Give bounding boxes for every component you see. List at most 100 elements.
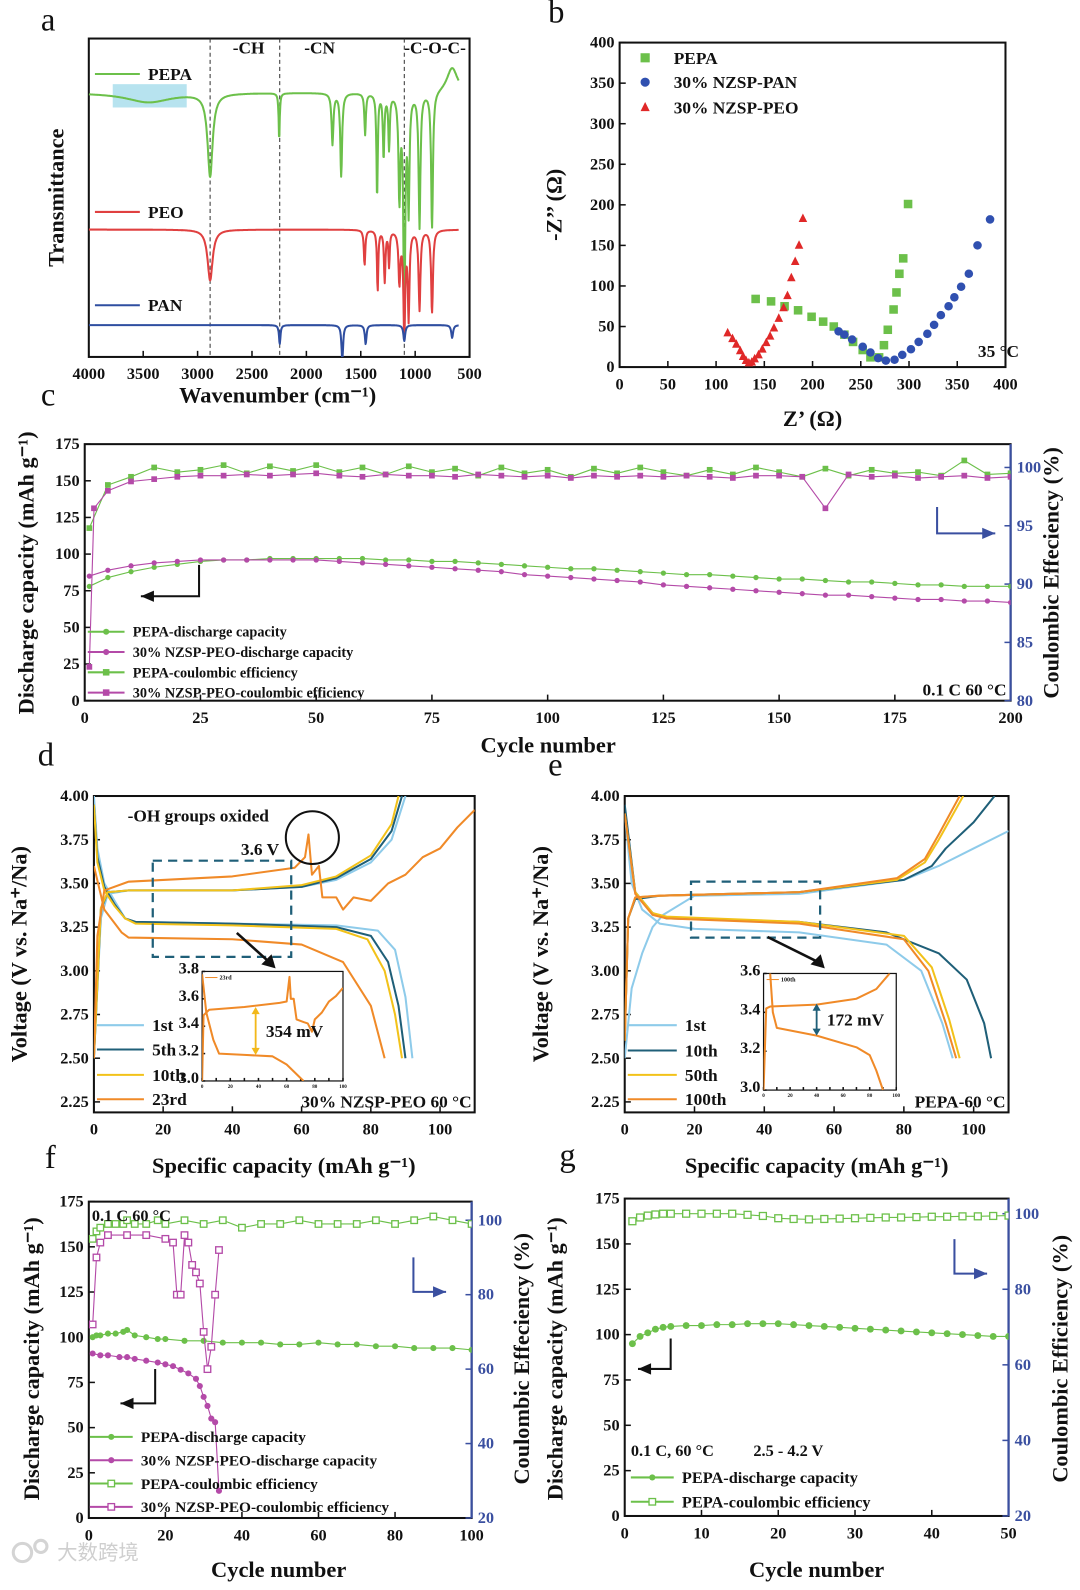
data-point [352, 1220, 361, 1228]
data-point [896, 1213, 906, 1222]
y-tick-label: 25 [603, 1462, 619, 1480]
x-tick-label: 2500 [236, 365, 269, 383]
data-point [713, 1321, 721, 1329]
data-point [405, 472, 412, 479]
x-axis-label: Specific capacity (mAh g⁻¹) [685, 1153, 949, 1178]
watermark-circle [33, 1538, 49, 1555]
legend-item: 30% NZSP-PEO-discharge capacity [87, 645, 354, 661]
legend-marker [640, 77, 650, 87]
data-point [682, 1209, 691, 1218]
y-tick-label: 2.25 [60, 1093, 89, 1111]
legend-label: PAN [148, 296, 183, 315]
data-point [873, 353, 883, 363]
y-tick-label: 350 [590, 74, 614, 92]
legend-item: 30% NZSP-PEO-discharge capacity [89, 1453, 378, 1470]
data-point [753, 464, 759, 471]
data-point [467, 1220, 472, 1228]
legend-marker [640, 102, 650, 112]
series-line [92, 1234, 220, 1370]
axis-pointer-arrow [120, 1368, 157, 1405]
y-tick-label: 100 [590, 277, 614, 295]
x-tick-label: 40 [924, 1524, 940, 1542]
annotation: -CN [304, 39, 335, 58]
x-tick-label: 20 [770, 1524, 786, 1542]
y2-tick-label: 80 [1015, 1280, 1031, 1298]
y2-tick-label: 95 [1017, 517, 1033, 535]
y-tick-label: 125 [59, 1283, 83, 1301]
legend-item: 30% NZSP-PEO [640, 99, 798, 118]
legend-label: PEPA [674, 49, 719, 68]
data-point [151, 564, 157, 570]
x-tick-label: 100 [961, 1121, 985, 1139]
panel-a: 4000 3500 3000 2500 2000 1500 1000 500 a Wavenumb… [41, 3, 482, 408]
y-tick-label: 2.25 [591, 1093, 620, 1111]
data-point [985, 215, 995, 224]
data-point [237, 1223, 246, 1232]
data-point [267, 463, 273, 470]
legend-label: 23rd [152, 1090, 187, 1109]
y-tick-label: 3.75 [60, 831, 89, 849]
legend-item: PEPA [640, 49, 719, 68]
data-point [89, 1350, 96, 1357]
data-point [204, 1402, 211, 1409]
annotation: 3.6 V [241, 840, 280, 859]
data-point [659, 1323, 667, 1331]
data-point [938, 596, 944, 603]
data-point [475, 560, 481, 566]
legend-item: 23rd [96, 1090, 187, 1109]
series-line [88, 228, 460, 340]
series-line [624, 796, 961, 1041]
data-point [927, 1212, 936, 1221]
y-tick-label: 0 [71, 692, 79, 710]
legend-label: 30% NZSP-PEO-discharge capacity [133, 645, 354, 661]
data-point [545, 573, 551, 579]
x-tick-label: 175 [883, 709, 907, 727]
data-point [906, 344, 916, 354]
y-tick-label: 150 [59, 1238, 83, 1256]
data-point [847, 335, 857, 344]
data-point [822, 577, 829, 584]
data-point [151, 476, 158, 482]
data-point [723, 327, 732, 337]
data-point [758, 344, 767, 353]
data-point [845, 471, 852, 478]
axis-pointer-arrow [936, 507, 996, 535]
y-tick-label: 50 [598, 318, 614, 336]
series-30-nzsp-peo [723, 213, 808, 367]
data-point [161, 1220, 170, 1228]
data-point [614, 567, 620, 573]
data-point [290, 468, 296, 474]
panel-d: 0 20 40 60 80 1002.252.502.753.003.253.503.75… [6, 738, 476, 1178]
y-axis-label: Discharge capacity (mAh g⁻¹) [542, 1217, 567, 1500]
panel-c: 0 25 50 75 100 125 150 175 200 0 25 50 75 100 125 150 17… [14, 378, 1064, 758]
data-point [614, 470, 620, 477]
panel-letter: d [38, 738, 54, 774]
data-point [820, 1214, 829, 1224]
data-point [958, 1212, 967, 1221]
data-point [195, 1279, 204, 1288]
data-point [845, 579, 852, 585]
watermark-text: 大数跨境 [57, 1541, 139, 1565]
data-point [244, 557, 250, 563]
data-point [382, 561, 389, 567]
data-point [915, 582, 921, 588]
y-tick-label: 3.4 [179, 1014, 199, 1032]
series-pan [88, 324, 460, 357]
x-axis-label: Cycle number [749, 1557, 884, 1582]
legend-marker [102, 689, 110, 696]
legend-item: 1st [627, 1016, 706, 1035]
data-point [88, 1234, 97, 1243]
data-point [498, 569, 505, 575]
data-point [449, 1345, 456, 1352]
data-point [521, 571, 528, 578]
series-pepa-coulombic-efficiency [88, 1212, 472, 1243]
data-point [938, 473, 945, 480]
data-point [96, 1223, 105, 1232]
y-tick-label: 175 [595, 1190, 619, 1208]
data-point [866, 1213, 875, 1222]
data-point [759, 1320, 767, 1328]
data-point [180, 1216, 189, 1225]
x-tick-label: 75 [424, 709, 440, 727]
x-tick-label: 40 [224, 1121, 240, 1139]
data-point [1007, 599, 1011, 606]
